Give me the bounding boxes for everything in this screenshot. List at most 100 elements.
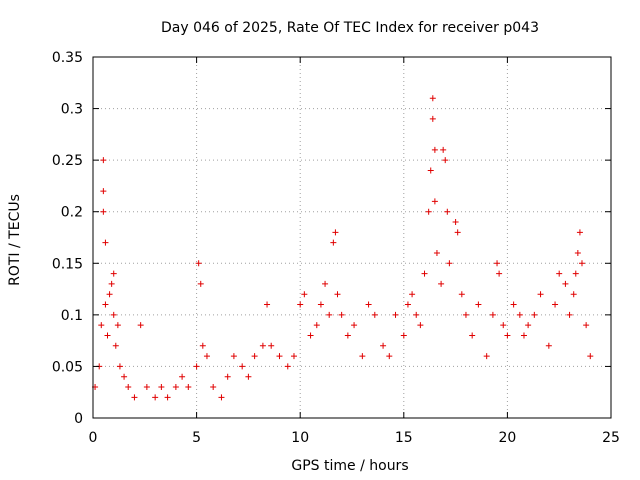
y-tick-label: 0.1: [61, 308, 83, 324]
data-point: [566, 311, 573, 318]
data-point: [446, 260, 453, 267]
y-tick-labels: 0 0.05 0.1 0.15 0.2 0.25 0.3 0.35: [52, 50, 83, 427]
data-point: [556, 270, 563, 277]
data-point: [578, 260, 585, 267]
data-point: [332, 229, 339, 236]
data-point: [185, 384, 192, 391]
y-tick-label: 0.05: [52, 359, 83, 375]
data-point: [172, 384, 179, 391]
data-point: [104, 332, 111, 339]
data-point: [121, 373, 128, 380]
data-point: [276, 353, 283, 360]
data-point: [102, 301, 109, 308]
data-point: [576, 229, 583, 236]
data-point: [100, 208, 107, 215]
data-point: [203, 353, 210, 360]
data-point: [421, 270, 428, 277]
data-point: [179, 373, 186, 380]
data-point: [431, 146, 438, 153]
data-point: [131, 394, 138, 401]
data-point: [193, 363, 200, 370]
data-point: [400, 332, 407, 339]
data-point: [344, 332, 351, 339]
data-point: [475, 301, 482, 308]
data-point: [483, 353, 490, 360]
data-point: [429, 115, 436, 122]
data-point: [114, 322, 121, 329]
data-point: [106, 291, 113, 298]
y-tick-label: 0.3: [61, 102, 83, 118]
data-point: [452, 219, 459, 226]
data-point: [431, 198, 438, 205]
x-axis-label: GPS time / hours: [291, 458, 408, 474]
data-point: [462, 311, 469, 318]
data-point: [489, 311, 496, 318]
data-point: [413, 311, 420, 318]
data-point: [365, 301, 372, 308]
x-tick-label: 10: [291, 430, 309, 446]
x-tick-label: 5: [192, 430, 201, 446]
data-point: [210, 384, 217, 391]
data-point: [458, 291, 465, 298]
data-point: [552, 301, 559, 308]
data-point: [359, 353, 366, 360]
plot-frame: [92, 56, 612, 419]
data-point: [409, 291, 416, 298]
data-point: [301, 291, 308, 298]
data-point: [143, 384, 150, 391]
data-point: [322, 280, 329, 287]
data-point: [351, 322, 358, 329]
data-point: [245, 373, 252, 380]
data-point: [137, 322, 144, 329]
data-point: [380, 342, 387, 349]
data-point: [469, 332, 476, 339]
grid-lines: [93, 57, 611, 418]
data-point: [290, 353, 297, 360]
data-point: [516, 311, 523, 318]
data-point: [259, 342, 266, 349]
data-point: [510, 301, 517, 308]
x-tick-label: 15: [395, 430, 413, 446]
data-point: [112, 342, 119, 349]
x-tick-label: 0: [89, 430, 98, 446]
data-point: [108, 280, 115, 287]
data-point: [433, 249, 440, 256]
data-point: [520, 332, 527, 339]
data-point: [100, 157, 107, 164]
data-point: [444, 208, 451, 215]
data-point: [125, 384, 132, 391]
data-point: [164, 394, 171, 401]
data-point: [587, 353, 594, 360]
data-point: [570, 291, 577, 298]
data-point: [537, 291, 544, 298]
x-tick-labels: 0 5 10 15 20 25: [89, 430, 620, 446]
data-point: [429, 95, 436, 102]
data-point: [102, 239, 109, 246]
y-tick-label: 0.35: [52, 50, 83, 66]
data-point: [504, 332, 511, 339]
data-point: [525, 322, 532, 329]
data-point: [404, 301, 411, 308]
data-point: [116, 363, 123, 370]
data-point: [562, 280, 569, 287]
data-point: [427, 167, 434, 174]
chart-title: Day 046 of 2025, Rate Of TEC Index for r…: [161, 20, 539, 36]
data-point: [583, 322, 590, 329]
data-point: [317, 301, 324, 308]
data-point: [572, 270, 579, 277]
data-point: [152, 394, 159, 401]
data-point: [239, 363, 246, 370]
data-point: [98, 322, 105, 329]
data-point: [224, 373, 231, 380]
data-point: [442, 157, 449, 164]
data-point: [494, 260, 501, 267]
data-point: [230, 353, 237, 360]
data-point: [307, 332, 314, 339]
data-point: [417, 322, 424, 329]
y-tick-label: 0.25: [52, 153, 83, 169]
data-point: [199, 342, 206, 349]
y-tick-label: 0: [74, 411, 83, 427]
data-point: [392, 311, 399, 318]
data-point: [197, 280, 204, 287]
x-tick-label: 25: [602, 430, 620, 446]
